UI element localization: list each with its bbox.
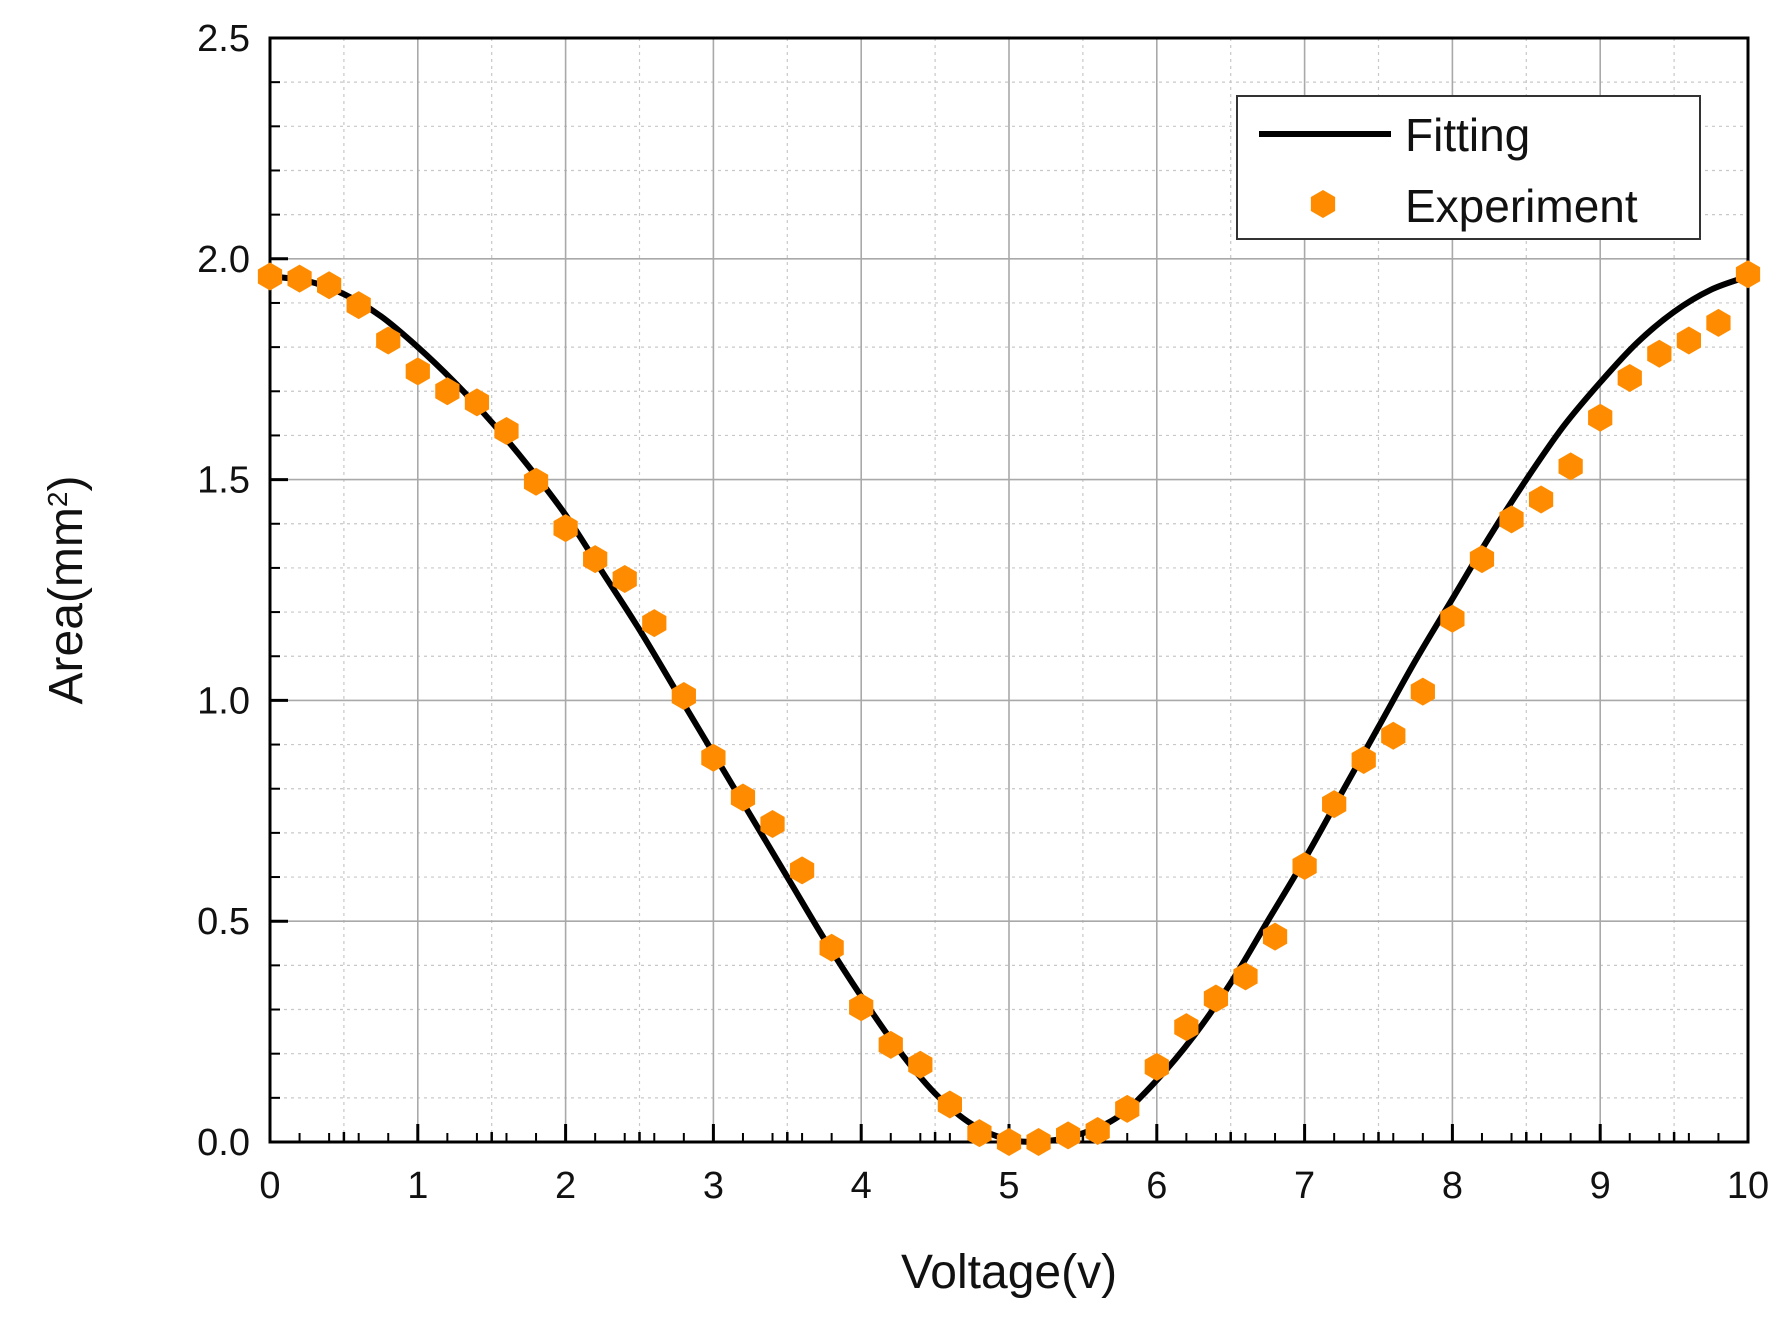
experiment-point	[1588, 403, 1613, 432]
experiment-point	[435, 377, 460, 406]
experiment-point	[1676, 326, 1701, 355]
y-tick-label: 1.0	[197, 680, 250, 722]
experiment-point	[701, 743, 726, 772]
experiment-point	[1617, 364, 1642, 393]
x-tick-label: 1	[407, 1165, 428, 1207]
y-axis-title-suffix: )	[40, 476, 93, 492]
experiment-point	[642, 609, 667, 638]
experiment-point	[1292, 852, 1317, 880]
legend-box	[1236, 95, 1701, 240]
experiment-point	[1203, 984, 1229, 1013]
experiment-point	[789, 856, 815, 885]
experiment-point	[1499, 505, 1524, 534]
experiment-point	[1469, 545, 1495, 574]
experiment-point	[1735, 260, 1761, 289]
experiment-point	[1322, 790, 1347, 819]
experiment-point	[376, 326, 401, 355]
experiment-point	[1026, 1128, 1051, 1156]
experiment-point	[730, 783, 756, 812]
experiment-point	[996, 1128, 1022, 1156]
experiment-point	[1381, 721, 1406, 750]
x-tick-label: 4	[851, 1165, 872, 1207]
legend-experiment-marker	[1310, 190, 1336, 218]
axis-tick-labels: 0 1 2 3 4 5 6 7 8 9 10 0.0 0.5 1.0 1.5 2.0 2.5	[197, 18, 1769, 1207]
experiment-point	[819, 933, 844, 962]
experiment-point	[1558, 452, 1583, 481]
y-tick-label: 0.0	[197, 1122, 250, 1164]
y-tick-label: 1.5	[197, 460, 250, 502]
experiment-point	[612, 564, 637, 593]
experiment-point	[405, 357, 430, 386]
experiment-point	[287, 264, 312, 293]
experiment-point	[908, 1050, 933, 1079]
x-tick-label: 0	[259, 1165, 280, 1207]
experiment-point	[671, 681, 696, 710]
experiment-point	[1351, 746, 1376, 775]
experiment-point	[346, 291, 371, 320]
y-axis-title: Area(mm2)	[40, 476, 93, 705]
experiment-point	[464, 388, 490, 417]
y-tick-label: 0.5	[197, 901, 250, 943]
x-tick-label: 10	[1727, 1165, 1769, 1207]
experiment-point	[1144, 1052, 1169, 1081]
legend-fitting-label: Fitting	[1405, 109, 1530, 161]
experiment-point	[1647, 339, 1672, 368]
y-tick-label: 2.5	[197, 18, 250, 60]
experiment-point	[967, 1119, 992, 1148]
x-tick-label: 6	[1146, 1165, 1167, 1207]
x-tick-label: 3	[703, 1165, 724, 1207]
experiment-point	[1174, 1013, 1199, 1042]
series-layer	[257, 260, 1761, 1156]
experiment-point	[553, 514, 578, 543]
y-axis-title-superscript: 2	[42, 492, 73, 508]
experiment-point	[1410, 677, 1435, 706]
experiment-point	[317, 271, 342, 300]
experiment-point	[1440, 604, 1465, 633]
experiment-point	[583, 545, 608, 574]
experiment-point	[1115, 1094, 1140, 1123]
y-axis-title-prefix: Area(mm	[40, 507, 93, 704]
y-tick-label: 2.0	[197, 239, 250, 281]
legend-experiment-label: Experiment	[1405, 180, 1638, 232]
x-tick-label: 2	[555, 1165, 576, 1207]
experiment-point	[1233, 962, 1258, 991]
experiment-point	[1056, 1121, 1081, 1150]
experiment-point	[494, 417, 519, 446]
experiment-point	[760, 810, 785, 839]
x-axis-title: Voltage(v)	[901, 1246, 1117, 1299]
experiment-point	[523, 467, 549, 496]
experiment-point	[1262, 922, 1288, 951]
experiment-point	[1528, 485, 1554, 514]
experiment-point	[1085, 1116, 1110, 1145]
x-tick-label: 7	[1294, 1165, 1315, 1207]
experiment-point	[257, 262, 283, 291]
experiment-point	[878, 1030, 903, 1059]
legend: Fitting Experiment	[1236, 95, 1701, 240]
x-tick-label: 5	[998, 1165, 1019, 1207]
experiment-point	[849, 993, 874, 1022]
x-tick-label: 9	[1590, 1165, 1611, 1207]
experiment-point	[937, 1090, 962, 1119]
experiment-point	[1706, 308, 1731, 337]
x-tick-label: 8	[1442, 1165, 1463, 1207]
